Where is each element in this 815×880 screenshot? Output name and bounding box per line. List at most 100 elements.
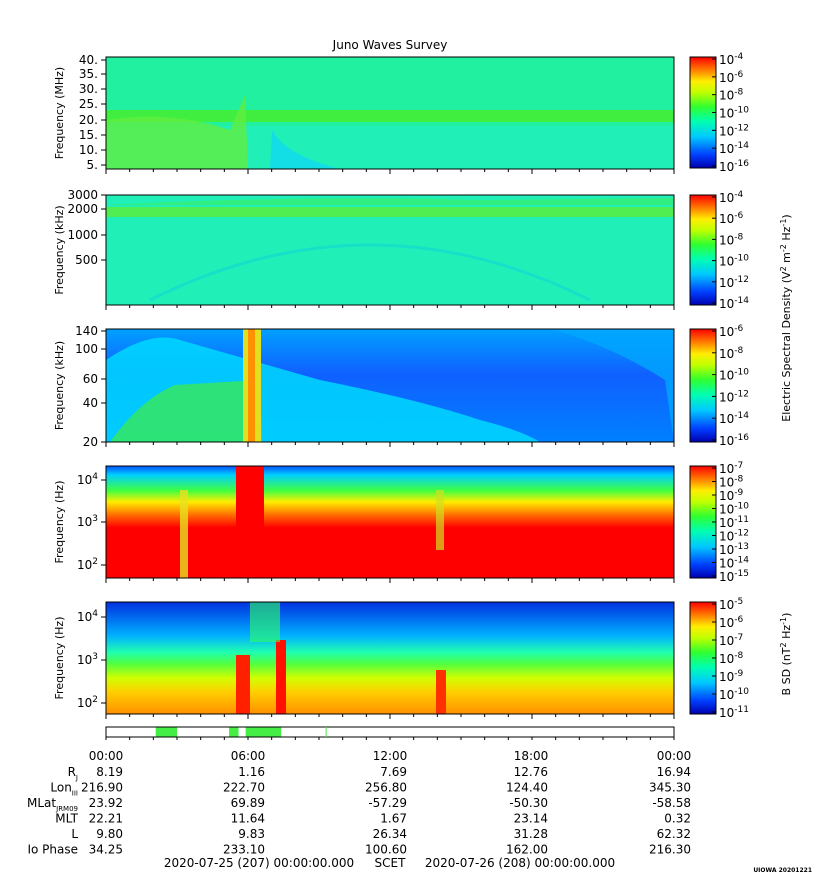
- panel-2-spectrogram: [105, 194, 675, 306]
- panel-5-ylabel: Frequency (Hz): [53, 617, 66, 700]
- colorbar-tick-label: 10-4: [719, 190, 744, 205]
- colorbar-tick-label: 10-16: [719, 433, 749, 448]
- colorbar-tick-label: 10-14: [719, 411, 749, 426]
- ephemeris-value: 9.80: [96, 827, 123, 841]
- panel-3-colorbar: [689, 328, 717, 443]
- panel-1-spectrogram: [105, 56, 675, 170]
- panel-1-ytick-label: 20.: [79, 113, 98, 127]
- panel-2-ytick-label: 500: [75, 253, 98, 267]
- time-tick-label: 18:00: [514, 749, 549, 763]
- ephemeris-value: 216.30: [649, 843, 691, 857]
- time-tick-label: 12:00: [373, 749, 408, 763]
- ephemeris-value: 11.64: [231, 812, 265, 826]
- scet-start: 2020-07-25 (207) 00:00:00.000: [164, 856, 354, 870]
- panel-4-ytick-label: 102: [77, 557, 98, 572]
- status-segment: [245, 727, 282, 737]
- panel-3-ylabel: Frequency (kHz): [53, 341, 66, 430]
- ephemeris-value: 7.69: [380, 765, 407, 779]
- time-tick-label: 00:00: [657, 749, 692, 763]
- panel-4-ylabel: Frequency (Hz): [53, 481, 66, 564]
- ephemeris-row-label: MLatJRM09: [27, 796, 78, 813]
- panel-1-ytick-label: 40.: [79, 53, 98, 67]
- time-tick-label: 00:00: [89, 749, 124, 763]
- ephemeris-value: -50.30: [509, 796, 548, 810]
- ephemeris-row-label: Io Phase: [27, 843, 78, 857]
- ephemeris-value: 9.83: [238, 827, 265, 841]
- figure-title: Juno Waves Survey: [332, 38, 448, 52]
- colorbar-tick-label: 10-10: [719, 106, 749, 121]
- magnetic-colorbar-label: B SD (nT2 Hz-1): [779, 613, 793, 696]
- ephemeris-value: -57.29: [368, 796, 407, 810]
- ephemeris-row-label: LonIII: [50, 781, 78, 798]
- colorbar-tick-label: 10-9: [719, 488, 744, 503]
- ephemeris-row-label: RJ: [68, 765, 78, 782]
- status-segment: [229, 727, 239, 737]
- panel-1-ytick-label: 35.: [79, 67, 98, 81]
- colorbar-tick-label: 10-10: [719, 687, 749, 702]
- ephemeris-value: 100.60: [365, 843, 407, 857]
- panel-5-ytick-label: 102: [77, 695, 98, 710]
- colorbar-tick-label: 10-8: [719, 475, 744, 490]
- time-axis: 00:00 06:00 12:00 18:00 00:00: [89, 749, 692, 763]
- panel-5-ytick-label: 103: [77, 652, 98, 667]
- colorbar-tick-label: 10-9: [719, 669, 744, 684]
- colorbar-tick-label: 10-8: [719, 346, 744, 361]
- panel-5-spectrogram: [105, 601, 675, 715]
- colorbar-tick-label: 10-14: [719, 556, 749, 571]
- colorbars: 10-4 10-6 10-8 10-10 10-12 10-14 10-16 10-4 10-6…: [689, 52, 749, 720]
- ephemeris-row-label: L: [71, 827, 78, 841]
- colorbar-tick-label: 10-6: [719, 70, 744, 85]
- panel-1-ylabel: Frequency (MHz): [53, 67, 66, 159]
- ephemeris-row-label: MLT: [55, 812, 78, 826]
- ephemeris-value: 8.19: [96, 765, 123, 779]
- panel-3-ytick-label: 40: [83, 396, 98, 410]
- colorbar-tick-label: 10-5: [719, 597, 743, 612]
- data-status-bar: [105, 726, 675, 740]
- panel-2-ytick-label: 1000: [67, 228, 98, 242]
- ephemeris-value: 62.32: [657, 827, 691, 841]
- electric-colorbar-label: Electric Spectral Density (V2 m-2 Hz-1): [779, 214, 793, 421]
- ephemeris-value: 222.70: [223, 781, 265, 795]
- ephemeris-value: 34.25: [89, 843, 123, 857]
- colorbar-tick-label: 10-11: [719, 515, 749, 530]
- ephemeris-value: 26.34: [373, 827, 407, 841]
- panel-3-ytick-label: 140: [75, 324, 98, 338]
- panel-4-spectrogram: [105, 465, 675, 579]
- panel-2-ylabel: Frequency (kHz): [53, 205, 66, 294]
- ephemeris-value: 124.40: [506, 781, 548, 795]
- colorbar-tick-label: 10-12: [719, 389, 749, 404]
- ephemeris-value: -58.58: [652, 796, 691, 810]
- ephemeris-value: 1.16: [238, 765, 265, 779]
- ephemeris-value: 16.94: [657, 765, 691, 779]
- colorbar-tick-label: 10-10: [719, 254, 749, 269]
- ephemeris-value: 31.28: [514, 827, 548, 841]
- colorbar-tick-label: 10-6: [719, 324, 744, 339]
- ephemeris-value: 23.14: [514, 812, 548, 826]
- status-segment: [155, 727, 177, 737]
- ephemeris-value: 233.10: [223, 843, 265, 857]
- ephemeris-table: RJ 8.19 1.16 7.69 12.76 16.94 LonIII 216.90 222.…: [27, 765, 691, 857]
- panel-4-colorbar: [689, 465, 717, 579]
- colorbar-tick-label: 10-13: [719, 542, 749, 557]
- ephemeris-value: 345.30: [649, 781, 691, 795]
- colorbar-tick-label: 10-10: [719, 502, 749, 517]
- ephemeris-value: 256.80: [365, 781, 407, 795]
- colorbar-tick-label: 10-12: [719, 123, 749, 138]
- ephemeris-value: 22.21: [89, 812, 123, 826]
- panel-1-ytick-label: 25.: [79, 97, 98, 111]
- colorbar-tick-label: 10-11: [719, 705, 749, 720]
- colorbar-tick-label: 10-8: [719, 651, 744, 666]
- y-axes: Frequency (MHz) 40.35.30.25. 20.15.10.5. Fr…: [53, 53, 675, 719]
- panel-3-ytick-label: 60: [83, 372, 98, 386]
- panel-3-ytick-label: 20: [83, 435, 98, 449]
- panel-2-ytick-label: 3000: [67, 188, 98, 202]
- colorbar-tick-label: 10-14: [719, 296, 749, 311]
- panel-5-ytick-label: 104: [77, 609, 98, 624]
- panel-2-colorbar: [689, 194, 717, 306]
- panel-1-ytick-label: 15.: [79, 128, 98, 142]
- colorbar-tick-label: 10-7: [719, 461, 743, 476]
- panel-1-colorbar: [689, 56, 717, 169]
- scet-label: SCET: [375, 856, 407, 870]
- colorbar-tick-label: 10-10: [719, 368, 749, 383]
- colorbar-tick-label: 10-12: [719, 529, 749, 544]
